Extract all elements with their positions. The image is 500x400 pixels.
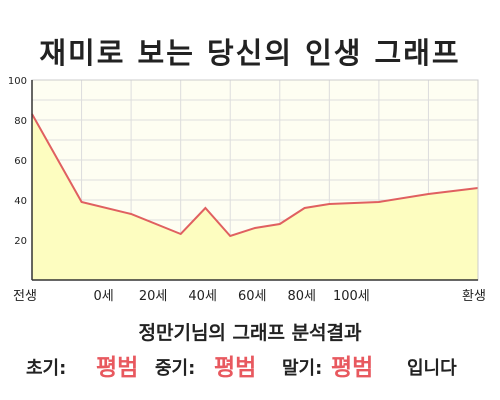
x-tick-label: 환생 <box>462 289 486 304</box>
y-tick-label: 20 <box>14 236 27 247</box>
middle-phase-value: 평범 <box>214 355 257 381</box>
x-tick-label: 20세 <box>139 289 168 304</box>
y-tick-label: 80 <box>14 116 27 127</box>
early-phase-value: 평범 <box>96 355 139 381</box>
late-phase-value: 평범 <box>331 355 374 381</box>
x-tick-label: 전생 <box>13 289 37 304</box>
x-tick-label: 80세 <box>288 289 317 304</box>
x-tick-label: 100세 <box>333 289 370 304</box>
x-tick-label: 40세 <box>188 289 217 304</box>
analysis-title: 정만기님의 그래프 분석결과 <box>138 322 362 344</box>
axes <box>31 79 479 281</box>
life-graph-chart: 20 40 60 80 100 전생 0세 20세 40세 60세 80세 100세 환생 <box>8 76 486 304</box>
late-phase-label: 말기: <box>282 358 323 379</box>
y-tick-label: 60 <box>14 156 27 167</box>
page-title: 재미로 보는 당신의 인생 그래프 <box>39 36 461 70</box>
y-tick-label: 100 <box>8 76 27 87</box>
x-tick-labels: 전생 0세 20세 40세 60세 80세 100세 환생 <box>13 289 486 304</box>
x-tick-label: 60세 <box>238 289 267 304</box>
early-phase-label: 초기: <box>26 358 67 379</box>
middle-phase-label: 중기: <box>155 358 196 379</box>
x-tick-label: 0세 <box>93 289 113 304</box>
result-suffix: 입니다 <box>407 358 457 379</box>
y-tick-label: 40 <box>14 196 27 207</box>
area-fill <box>32 114 478 280</box>
analysis-result: 초기: 평범 중기: 평범 말기: 평범 입니다 <box>0 346 500 381</box>
y-tick-labels: 20 40 60 80 100 <box>8 76 27 247</box>
series-line <box>31 113 479 238</box>
